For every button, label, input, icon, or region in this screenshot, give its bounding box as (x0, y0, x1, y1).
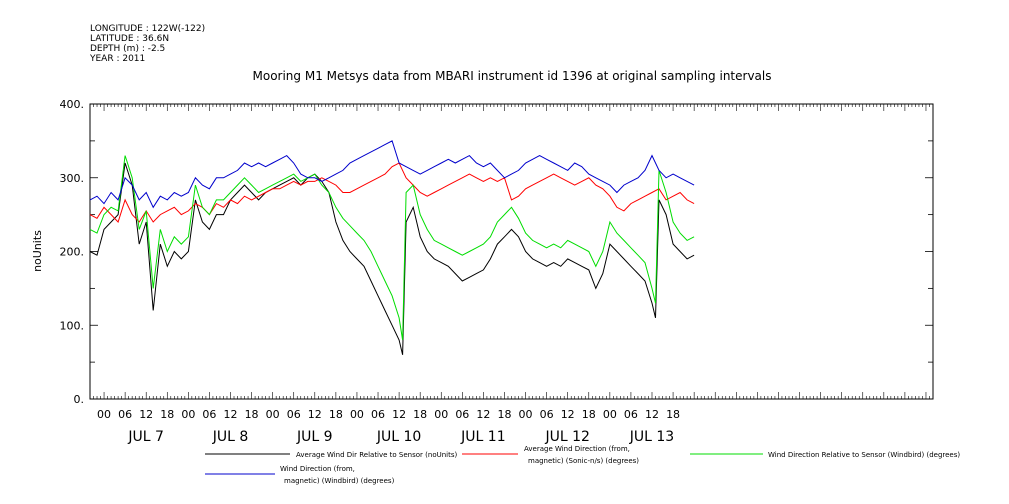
x-day-label: JUL 12 (544, 429, 589, 445)
x-tick-label: 00 (97, 408, 111, 421)
x-day-label: JUL 11 (460, 429, 505, 445)
x-tick-label: 12 (561, 408, 575, 421)
x-tick-label: 12 (308, 408, 322, 421)
legend-label-windbird-mag-2: magnetic) (Windbird) (degrees) (284, 477, 395, 485)
x-tick-label: 06 (371, 408, 385, 421)
latitude-text: LATITUDE : 36.6N (90, 34, 169, 44)
x-tick-label: 12 (476, 408, 490, 421)
legend-label-windbird-mag-1: Wind Direction (from, (280, 465, 355, 473)
x-tick-label: 00 (266, 408, 280, 421)
series-line-3 (89, 140, 695, 209)
x-tick-label: 12 (645, 408, 659, 421)
x-tick-label: 18 (245, 408, 259, 421)
x-tick-label: 18 (497, 408, 511, 421)
x-day-label: JUL 13 (629, 429, 674, 445)
x-tick-label: 12 (139, 408, 153, 421)
x-tick-label: 12 (224, 408, 238, 421)
x-tick-label: 06 (202, 408, 216, 421)
x-day-label: JUL 7 (127, 429, 164, 445)
legend-label-windbird-rel: Wind Direction Relative to Sensor (Windb… (768, 451, 960, 459)
x-tick-label: 06 (540, 408, 554, 421)
chart-title: Mooring M1 Metsys data from MBARI instru… (253, 69, 772, 83)
series-line-0 (89, 162, 695, 355)
x-tick-label: 00 (434, 408, 448, 421)
x-tick-label: 06 (287, 408, 301, 421)
x-day-label: JUL 8 (212, 429, 249, 445)
x-tick-label: 06 (455, 408, 469, 421)
legend: Average Wind Dir Relative to Sensor (noU… (205, 445, 960, 485)
year-text: YEAR : 2011 (89, 54, 145, 64)
series-layer (89, 140, 695, 355)
x-tick-label: 18 (329, 408, 343, 421)
y-tick-labels: 0. 100. 200. 300. 400. (60, 98, 85, 406)
plot-frame (89, 103, 934, 400)
y-tick-label: 300. (60, 172, 85, 185)
y-tick-label: 400. (60, 98, 85, 111)
x-tick-label: 00 (603, 408, 617, 421)
x-tick-label: 18 (413, 408, 427, 421)
axis-ticks (89, 103, 934, 400)
x-tick-label: 18 (582, 408, 596, 421)
legend-label-sonic-2: magnetic) (Sonic-n/s) (degrees) (528, 457, 639, 465)
x-day-labels: JUL 7 JUL 8 JUL 9 JUL 10 JUL 11 JUL 12 JUL 13 (127, 429, 674, 445)
longitude-text: LONGITUDE : 122W(-122) (90, 24, 205, 34)
x-tick-label: 18 (666, 408, 680, 421)
x-tick-label: 18 (160, 408, 174, 421)
y-axis-label: noUnits (31, 230, 44, 272)
x-tick-label: 00 (519, 408, 533, 421)
x-tick-label: 06 (118, 408, 132, 421)
depth-text: DEPTH (m) : -2.5 (90, 44, 165, 54)
x-tick-label: 06 (624, 408, 638, 421)
series-line-1 (89, 162, 695, 223)
legend-label-sonic-1: Average Wind Direction (from, (524, 445, 630, 453)
x-tick-label: 00 (181, 408, 195, 421)
legend-label-rel-sensor: Average Wind Dir Relative to Sensor (noU… (296, 451, 457, 459)
series-line-2 (89, 155, 695, 341)
x-day-label: JUL 10 (376, 429, 421, 445)
x-tick-label: 12 (392, 408, 406, 421)
y-tick-label: 100. (60, 319, 85, 332)
x-tick-label: 00 (350, 408, 364, 421)
x-day-label: JUL 9 (296, 429, 333, 445)
x-tick-labels: 00 06 12 18 00 06 12 18 00 06 12 18 00 06 12 18 00 06 12 18… (97, 408, 680, 421)
y-tick-label: 0. (74, 393, 85, 406)
y-tick-label: 200. (60, 246, 85, 259)
